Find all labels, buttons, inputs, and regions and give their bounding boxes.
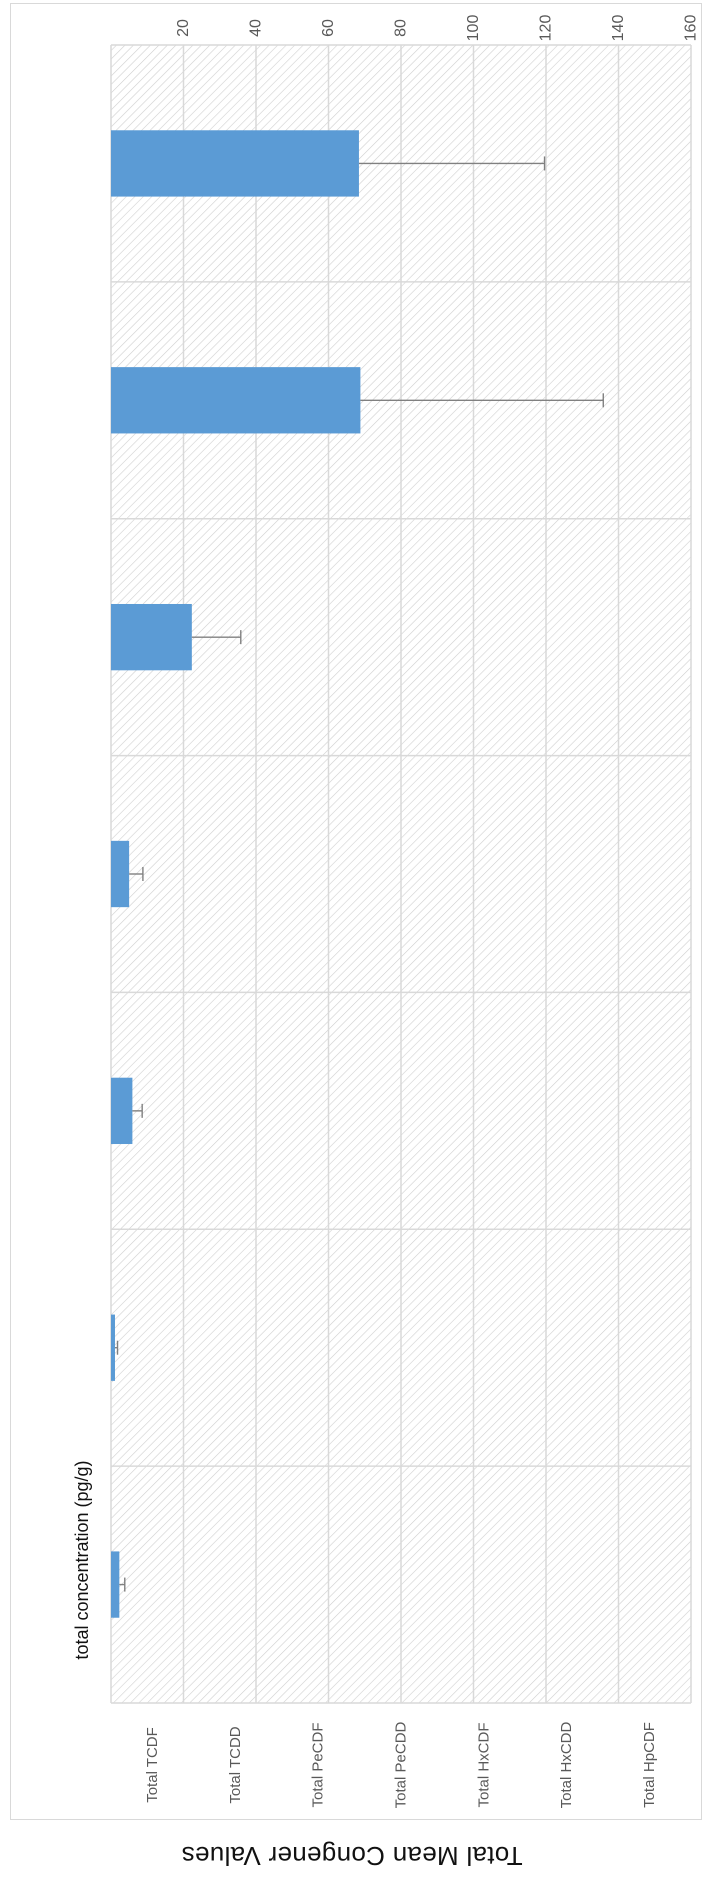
tick-label-100: 100 <box>465 15 482 42</box>
bar-6 <box>111 130 359 197</box>
category-label-5: Total HxCDD <box>558 1721 575 1808</box>
bar-3 <box>111 840 130 908</box>
category-label-6: Total HpCDF <box>641 1722 658 1808</box>
y-axis-title: total concentration (pg/g) <box>72 1460 92 1659</box>
tick-label-40: 40 <box>248 19 265 37</box>
tick-label-120: 120 <box>538 15 555 42</box>
bar-0 <box>111 1551 120 1618</box>
chart-title: Total Mean Congener Values <box>181 1841 523 1871</box>
category-label-4: Total HxCDF <box>475 1722 492 1807</box>
bar-5 <box>111 367 361 434</box>
tick-label-160: 160 <box>683 15 700 42</box>
tick-label-80: 80 <box>393 19 410 37</box>
category-label-0: Total TCDF <box>144 1727 161 1803</box>
bar-4 <box>111 603 192 671</box>
bar-1 <box>111 1314 115 1381</box>
category-label-2: Total PeCDF <box>310 1722 327 1807</box>
category-label-1: Total TCDD <box>227 1726 244 1803</box>
tick-label-20: 20 <box>175 19 192 37</box>
tick-label-60: 60 <box>320 19 337 37</box>
category-label-3: Total PeCDD <box>393 1721 410 1808</box>
tick-label-140: 140 <box>610 15 627 42</box>
bar-2 <box>111 1077 133 1145</box>
chart-frame <box>10 3 702 1820</box>
